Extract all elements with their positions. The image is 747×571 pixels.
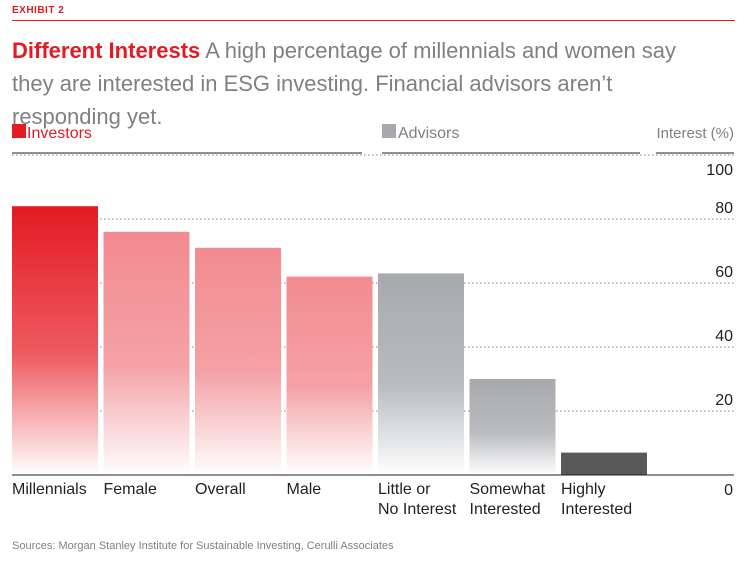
category-label-line: Little or [378, 481, 431, 498]
bar [378, 273, 464, 475]
category-label: Highly Interested [561, 481, 632, 518]
y-axis-title: Interest (%) [656, 125, 734, 142]
category-label: Overall [195, 481, 246, 498]
legend-swatch-investors [12, 124, 26, 138]
category-label: Little or No Interest [378, 481, 457, 518]
bar [103, 231, 190, 475]
legend-label-advisors: Advisors [398, 125, 459, 142]
category-label: Somewhat Interested [470, 481, 546, 518]
category-label: Male [287, 481, 322, 498]
source-note: Sources: Morgan Stanley Institute for Su… [12, 540, 394, 552]
exhibit-label: EXHIBIT 2 [12, 5, 65, 16]
y-tick-label: 40 [715, 328, 733, 345]
headline-lead: Different Interests [12, 38, 201, 63]
bar [469, 379, 556, 475]
bar-chart: Investors Advisors Interest (%) 0 20 40 60 8… [12, 124, 734, 518]
legend-label-investors: Investors [27, 125, 92, 142]
top-rule [12, 20, 735, 21]
y-tick-label: 20 [715, 392, 733, 409]
category-label-line: Female [104, 481, 157, 498]
category-label-line: Highly [561, 481, 605, 498]
y-axis-ticks: 0 20 40 60 80 100 [706, 162, 733, 499]
y-tick-label: 0 [724, 482, 733, 499]
category-label-line: Male [287, 481, 322, 498]
bars [12, 206, 647, 475]
category-label: Millennials [12, 481, 87, 498]
y-tick-label: 100 [706, 162, 733, 179]
category-label-line: Millennials [12, 481, 87, 498]
headline: Different Interests A high percentage of… [12, 34, 712, 133]
category-label-line: Interested [561, 501, 632, 518]
category-label-line: Overall [195, 481, 246, 498]
category-label: Female [104, 481, 157, 498]
bar [195, 247, 281, 475]
bar [286, 276, 373, 475]
legend: Investors Advisors [12, 124, 459, 142]
category-labels: Millennials Female Overall Male Little or No … [12, 481, 632, 518]
bar [561, 452, 647, 475]
y-tick-label: 80 [715, 200, 733, 217]
category-label-line: Interested [470, 501, 541, 518]
legend-swatch-advisors [382, 124, 396, 138]
bar [12, 206, 98, 475]
category-label-line: No Interest [378, 501, 457, 518]
y-tick-label: 60 [715, 264, 733, 281]
headline-text: A high percentage of millennials and wom… [12, 38, 677, 129]
category-label-line: Somewhat [470, 481, 546, 498]
